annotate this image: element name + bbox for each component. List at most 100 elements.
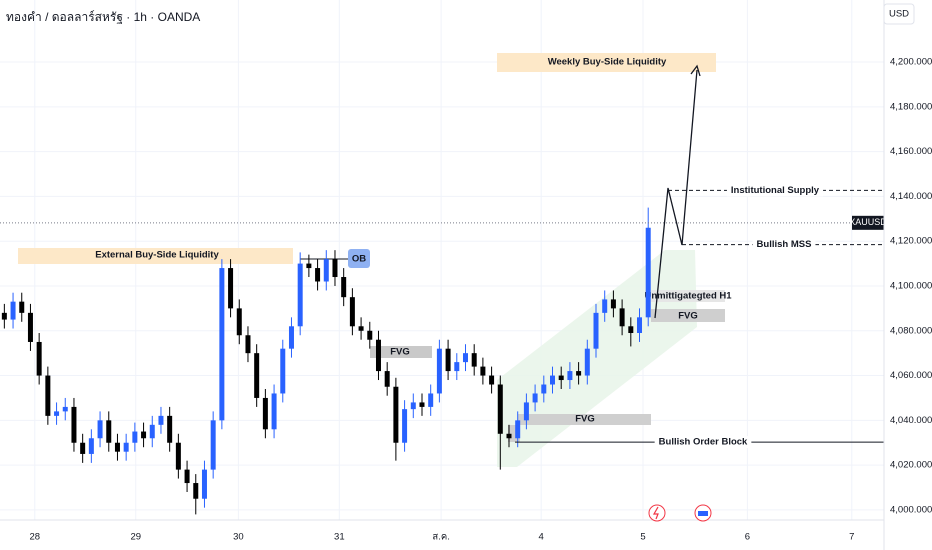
candle-body <box>19 301 25 313</box>
candle-body <box>175 442 181 470</box>
candle-body <box>1 312 7 320</box>
y-tick-label: 4,020.000 <box>890 460 932 471</box>
candle-body <box>375 339 381 372</box>
candle-body <box>462 353 468 363</box>
candle-body <box>550 375 555 385</box>
candles <box>1 207 651 515</box>
candle-body <box>402 409 408 443</box>
annotation-box <box>651 290 725 302</box>
candle-body <box>54 411 60 416</box>
candle-body <box>228 268 234 309</box>
candle-body <box>123 442 129 452</box>
candle-body <box>523 402 529 421</box>
candle-body <box>210 420 216 470</box>
x-tick-label: ส.ค. <box>432 532 449 543</box>
level-label-bg <box>752 238 816 251</box>
candle-body <box>576 371 582 376</box>
candle-body <box>645 227 651 318</box>
candle-body <box>288 326 294 349</box>
level-label: Bullish Order Block <box>659 437 748 448</box>
candle-body <box>471 353 477 367</box>
annotation-box <box>651 309 725 322</box>
candle-body <box>10 301 16 320</box>
candle-body <box>106 420 112 443</box>
candle-body <box>158 415 164 425</box>
candle-body <box>297 263 303 327</box>
candle-body <box>428 393 434 407</box>
y-tick-label: 4,160.000 <box>890 146 932 157</box>
candle-body <box>306 263 312 269</box>
candle-body <box>628 326 634 334</box>
y-tick-label: 4,200.000 <box>890 57 932 68</box>
currency-box <box>883 3 915 25</box>
y-tick-label: 4,180.000 <box>890 101 932 112</box>
x-tick-label: 7 <box>849 532 854 543</box>
candle-body <box>27 312 33 342</box>
event-icon-bolt <box>652 506 659 520</box>
event-icon[interactable] <box>648 504 666 522</box>
candle-body <box>358 326 364 331</box>
candle-body <box>36 341 42 376</box>
y-tick-label: 4,140.000 <box>890 191 932 202</box>
annotation-box <box>518 414 651 425</box>
candle-body <box>515 420 521 439</box>
candle-body <box>219 268 225 421</box>
annotation-box <box>370 346 432 358</box>
candle-body <box>480 366 486 376</box>
candle-body <box>349 297 355 327</box>
x-tick-label: 6 <box>745 532 750 543</box>
candle-body <box>610 299 616 309</box>
y-tick-label: 4,060.000 <box>890 370 932 381</box>
candle-body <box>262 397 268 430</box>
candle-body <box>184 469 190 484</box>
axis: 4,000.000 4,020.000 4,040.000 4,060.000 4,08… <box>30 57 932 543</box>
annotation-label: FVG <box>575 414 595 425</box>
candle-body <box>445 348 451 372</box>
candle-body <box>141 431 147 439</box>
candle-body <box>167 415 173 443</box>
candle-body <box>593 312 599 349</box>
event-icon-flag <box>698 511 708 516</box>
candle-body <box>315 268 321 282</box>
candle-body <box>132 431 138 443</box>
candle-body <box>271 393 277 430</box>
y-tick-label: 4,040.000 <box>890 415 932 426</box>
candle-body <box>245 335 251 354</box>
x-tick-label: 30 <box>233 532 244 543</box>
annotation-box <box>18 248 293 264</box>
symbol-tag <box>852 215 884 230</box>
symbol-label: XAUUSD <box>849 217 887 227</box>
projection-path <box>654 69 698 319</box>
level-label: Institutional Supply <box>731 185 820 196</box>
candle-body <box>637 317 643 334</box>
candle-body <box>584 348 590 376</box>
candle-body <box>341 277 347 298</box>
x-tick-label: 31 <box>334 532 345 543</box>
candle-body <box>254 353 260 398</box>
candle-body <box>149 424 155 439</box>
candle-body <box>506 433 512 439</box>
x-tick-label: 29 <box>130 532 141 543</box>
candle-body <box>619 308 625 327</box>
candle-body <box>436 348 442 394</box>
candle-body <box>419 402 425 407</box>
price-axis <box>885 0 932 550</box>
candle-body <box>410 402 416 410</box>
candle-body <box>193 483 199 499</box>
x-tick-label: 5 <box>640 532 645 543</box>
y-tick-label: 4,000.000 <box>890 504 932 515</box>
candle-body <box>532 393 538 403</box>
candle-body <box>558 375 564 381</box>
candle-body <box>114 442 120 452</box>
annotation-box <box>348 249 370 268</box>
candle-body <box>236 308 242 336</box>
candle-body <box>393 386 399 443</box>
candle-body <box>80 442 86 454</box>
annotation-label: Weekly Buy-Side Liquidity <box>548 57 667 68</box>
candle-body <box>88 438 94 454</box>
candle-body <box>567 371 573 381</box>
currency: USD <box>889 9 909 20</box>
annotation-label: FVG <box>678 311 698 322</box>
annotation-label: OB <box>352 254 366 265</box>
